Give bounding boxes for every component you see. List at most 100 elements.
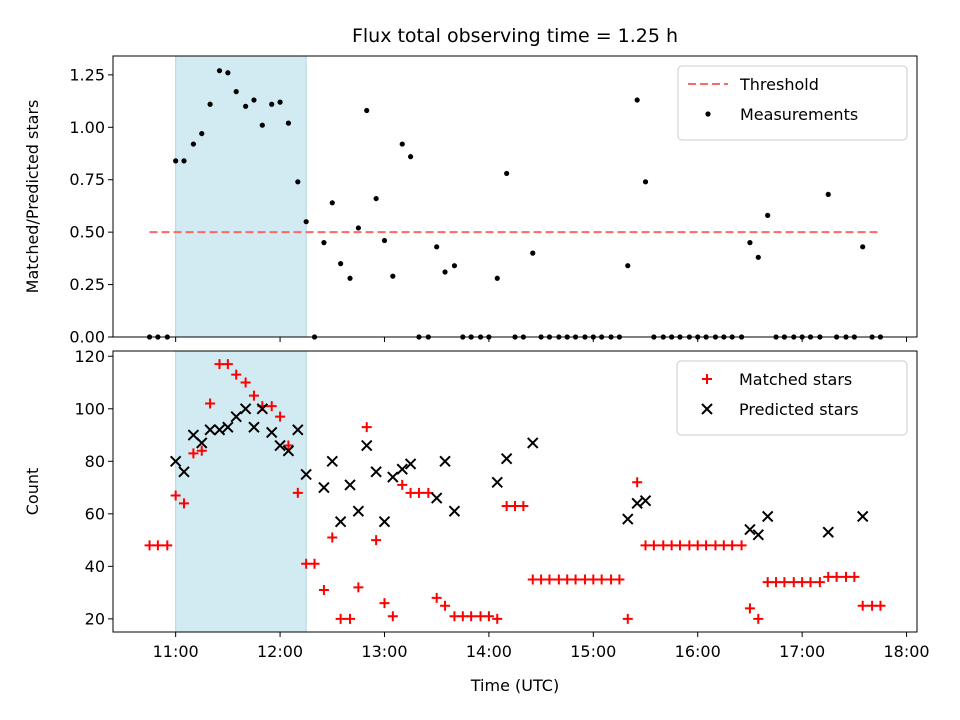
measurement-point: [530, 250, 536, 256]
matched-point: [196, 445, 207, 456]
legend-predicted-swatch: [701, 403, 713, 415]
y-tick-label: 0.75: [69, 170, 105, 189]
ratio-panel: 0.00 0.25 0.50 0.75 1.00 1.25 Matched/Predicte…: [23, 25, 918, 347]
matched-point: [823, 571, 834, 582]
predicted-point: [213, 424, 226, 436]
measurement-point: [225, 70, 231, 76]
y-tick-label: 120: [74, 347, 105, 366]
count-panel: 20 40 60 80 100 120 11:00 12:00 13:00 14:00 15:00 1…: [23, 347, 930, 695]
matched-point: [622, 613, 633, 624]
y-axis-label: Count: [23, 468, 42, 516]
matched-point: [570, 574, 581, 585]
measurement-point: [181, 158, 187, 164]
measurement-point: [747, 240, 753, 246]
matched-point: [345, 613, 356, 624]
matched-point: [144, 540, 155, 551]
matched-point: [449, 611, 460, 622]
axes-frame: [112, 55, 918, 338]
predicted-point: [196, 437, 208, 449]
predicted-point: [622, 513, 634, 525]
measurement-point: [765, 212, 771, 218]
y-tick-label: 1.25: [69, 65, 105, 84]
predicted-point: [344, 479, 356, 491]
predicted-point: [274, 439, 286, 452]
predicted-point: [396, 463, 408, 475]
chart-title: Flux total observing time = 1.25 h: [352, 25, 678, 47]
predicted-point: [378, 515, 391, 528]
measurement-point: [494, 275, 500, 281]
x-tick-label: 16:00: [675, 642, 721, 661]
legend-label: Threshold: [739, 75, 819, 94]
x-tick-label: 18:00: [884, 642, 930, 661]
matched-point: [353, 582, 364, 593]
measurement-point: [329, 200, 335, 206]
matched-point: [179, 498, 190, 509]
measurement-point: [207, 101, 213, 107]
predicted-point: [744, 523, 756, 536]
matched-point: [658, 540, 669, 551]
predicted-point: [266, 426, 278, 439]
legend: Threshold Measurements: [677, 65, 908, 141]
matched-point: [701, 540, 712, 551]
matched-point: [579, 574, 590, 585]
matched-point: [431, 592, 442, 603]
predicted-point: [169, 455, 182, 468]
matched-point: [614, 574, 625, 585]
matched-point: [335, 613, 346, 624]
matched-point: [423, 487, 434, 498]
matched-point: [413, 487, 424, 498]
matched-point: [266, 401, 277, 412]
matched-point: [361, 422, 372, 433]
measurement-point: [199, 130, 205, 137]
matched-point: [640, 540, 651, 551]
measurement-point: [277, 99, 283, 105]
matched-point: [692, 540, 703, 551]
measurement-point: [373, 195, 379, 202]
measurement-point: [355, 225, 361, 231]
predicted-point: [856, 510, 869, 523]
predicted-point: [318, 481, 330, 494]
predicted-point: [230, 410, 242, 423]
measurement-point: [347, 275, 353, 281]
matched-point: [387, 611, 398, 622]
measurement-point: [442, 269, 448, 275]
predicted-point: [752, 529, 764, 541]
matched-point: [510, 500, 520, 511]
predicted-point: [639, 494, 652, 507]
matched-point: [596, 574, 607, 585]
predicted-point: [500, 452, 513, 465]
predicted-point: [178, 466, 190, 478]
y-tick-label: 0.25: [69, 275, 105, 294]
predicted-point: [300, 468, 312, 481]
measurement-point: [303, 219, 309, 225]
matched-point: [492, 613, 503, 624]
matched-point: [440, 600, 451, 611]
measurement-point: [269, 101, 275, 107]
measurement-point: [755, 254, 761, 260]
measurement-point: [634, 97, 640, 103]
matched-point: [727, 540, 738, 551]
predicted-point: [761, 510, 774, 523]
predicted-point: [239, 403, 252, 415]
measurement-point: [364, 107, 370, 114]
y-tick-label: 20: [85, 609, 105, 628]
predicted-point: [387, 471, 399, 483]
predicted-point: [439, 455, 451, 468]
predicted-point: [282, 445, 295, 457]
matched-point: [152, 540, 163, 551]
measurement-point: [642, 179, 649, 185]
x-tick-label: 17:00: [779, 642, 825, 661]
matched-point: [797, 577, 808, 588]
measurement-point: [399, 141, 405, 147]
legend-label: Predicted stars: [739, 400, 859, 419]
matched-point: [831, 571, 842, 582]
measurement-point: [504, 170, 510, 177]
predicted-point: [361, 439, 373, 452]
matched-point: [248, 390, 259, 401]
measurement-point: [321, 240, 327, 246]
matched-point: [405, 487, 416, 498]
matched-point: [684, 540, 695, 551]
matched-point: [736, 540, 747, 551]
measurement-point: [338, 261, 344, 267]
